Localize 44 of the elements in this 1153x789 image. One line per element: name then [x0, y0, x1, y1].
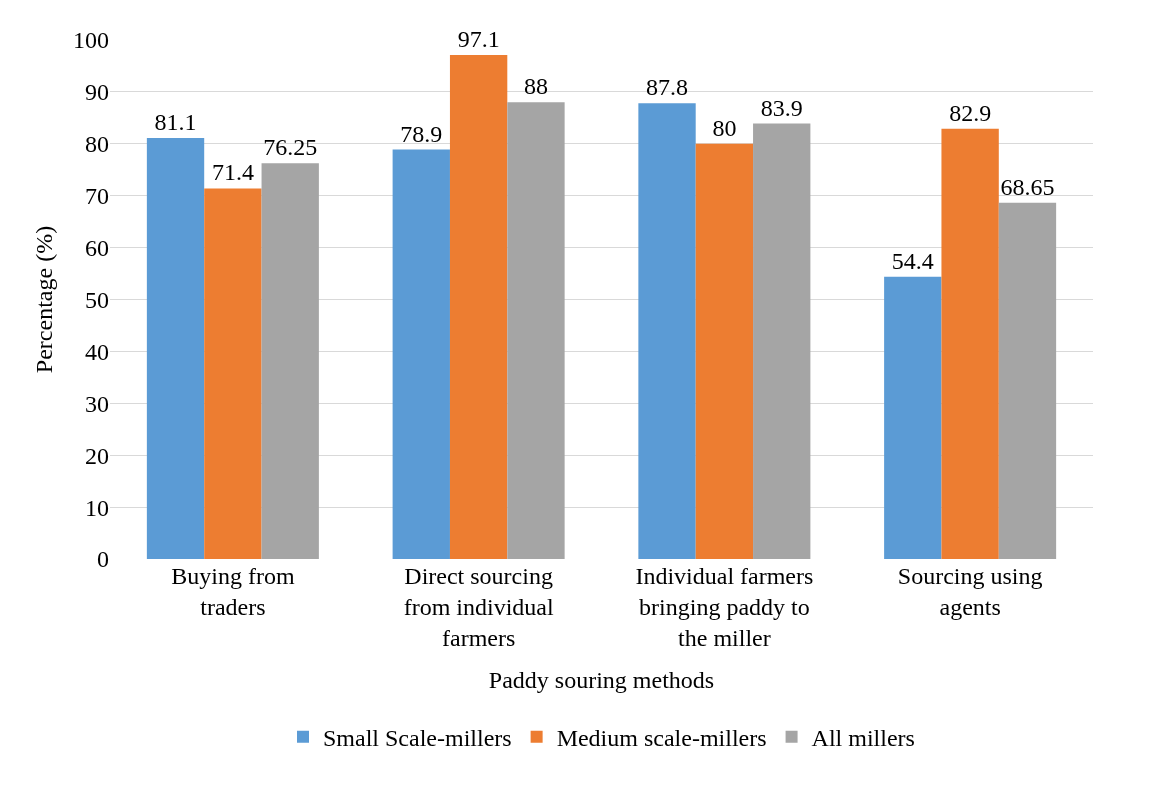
data-label: 76.25 — [263, 134, 318, 161]
data-label: 78.9 — [400, 120, 443, 147]
data-label: 68.65 — [1000, 173, 1055, 200]
y-tick-label: 50 — [85, 286, 109, 313]
y-axis-title: Percentage (%) — [31, 225, 57, 374]
x-axis-title: Paddy souring methods — [488, 666, 715, 693]
bar — [507, 102, 565, 559]
bar — [146, 138, 205, 559]
bar — [998, 202, 1057, 559]
legend-label: All millers — [811, 725, 915, 752]
data-label: 83.9 — [760, 94, 803, 121]
x-tick-label: Direct sourcing from individual farmers — [403, 563, 554, 652]
y-tick-label: 100 — [73, 27, 109, 54]
y-tick-label: 40 — [85, 338, 109, 365]
bar — [753, 123, 811, 559]
y-tick-label: 10 — [85, 494, 109, 521]
y-tick-label: 80 — [85, 131, 109, 158]
data-label: 71.4 — [211, 159, 254, 186]
data-label: 54.4 — [891, 247, 934, 274]
data-label: 81.1 — [154, 109, 197, 136]
data-label: 82.9 — [949, 99, 992, 126]
bar — [392, 149, 450, 559]
x-tick-label: Buying from traders — [171, 563, 295, 621]
bar — [941, 128, 999, 559]
y-tick-label: 90 — [85, 79, 109, 106]
legend-label: Small Scale-millers — [323, 725, 512, 752]
y-tick-label: 70 — [85, 183, 109, 210]
bar — [204, 188, 262, 559]
data-label: 80 — [712, 114, 737, 141]
y-tick-label: 20 — [85, 442, 109, 469]
bar — [261, 163, 319, 559]
bar — [884, 276, 942, 559]
x-tick-label: Individual farmers bringing paddy to the miller — [635, 563, 814, 652]
data-label: 97.1 — [457, 26, 500, 53]
data-label: 87.8 — [646, 74, 689, 101]
bar — [695, 143, 754, 559]
y-tick-label: 30 — [85, 390, 109, 417]
legend-label: Medium scale-millers — [556, 725, 767, 752]
y-tick-label: 0 — [97, 546, 109, 573]
data-label: 88 — [523, 73, 548, 100]
y-tick-label: 60 — [85, 235, 109, 261]
bar — [638, 103, 696, 559]
bar — [449, 55, 508, 559]
x-tick-label: Sourcing using agents — [897, 563, 1043, 621]
